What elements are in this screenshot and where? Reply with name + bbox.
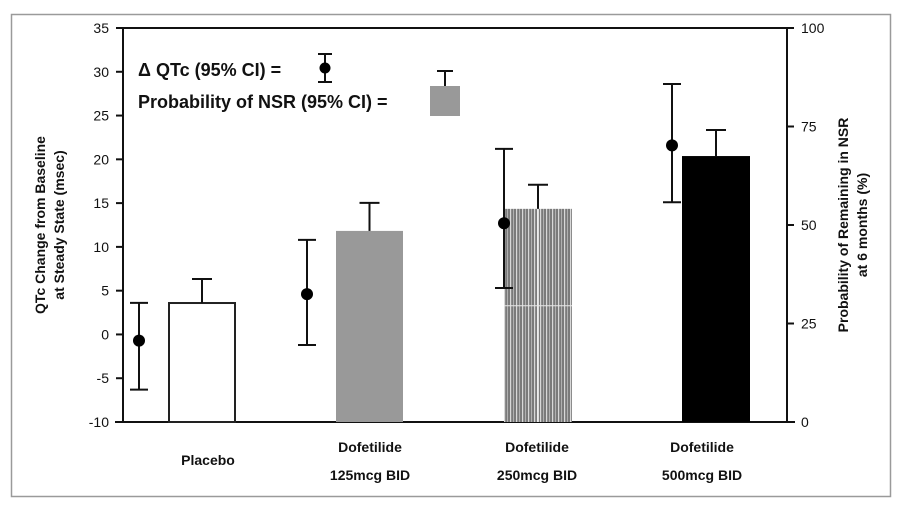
legend-nsr-label: Probability of NSR (95% CI) = xyxy=(138,92,388,112)
qtc-point xyxy=(498,217,510,230)
x-tick-label: 500mcg BID xyxy=(662,467,742,483)
y-tick-label-left: 25 xyxy=(93,108,109,124)
nsr-bar xyxy=(168,302,236,423)
nsr-bar xyxy=(336,230,403,422)
nsr-bar xyxy=(682,156,750,423)
x-tick-label: Dofetilide xyxy=(670,439,734,455)
x-tick-label: 250mcg BID xyxy=(497,467,577,483)
y-tick-label-left: 0 xyxy=(101,326,109,342)
qtc-point xyxy=(301,288,313,301)
y-tick-label-left: 35 xyxy=(93,20,109,36)
y-tick-label-left: 5 xyxy=(101,283,109,299)
qtc-point xyxy=(133,334,145,347)
x-tick-label: Dofetilide xyxy=(505,439,569,455)
y-axis-label-left: QTc Change from Baseline at Steady State … xyxy=(32,136,67,314)
y-tick-label-right: 50 xyxy=(801,217,817,233)
y-tick-label-right: 25 xyxy=(801,316,817,332)
qtc-point xyxy=(666,139,678,152)
legend-nsr-marker xyxy=(430,70,460,116)
y-axis-label-right: Probability of Remaining in NSR at 6 mont… xyxy=(835,118,870,333)
y-tick-label-left: 30 xyxy=(93,64,109,80)
y-tick-label-left: 10 xyxy=(93,239,109,255)
y-tick-label-left: -5 xyxy=(97,370,110,386)
legend: Δ QTc (95% CI) = Probability of NSR (95%… xyxy=(138,53,460,116)
y-tick-label-right: 100 xyxy=(801,20,825,36)
y-tick-label-left: -10 xyxy=(89,414,109,430)
legend-qtc-label: Δ QTc (95% CI) = xyxy=(138,60,281,80)
y-tick-label-right: 75 xyxy=(801,119,817,135)
x-tick-label: 125mcg BID xyxy=(330,467,410,483)
y-tick-label-left: 15 xyxy=(93,195,109,211)
x-tick-label: Dofetilide xyxy=(338,439,402,455)
y-tick-label-left: 20 xyxy=(93,151,109,167)
x-tick-label: Placebo xyxy=(181,452,235,468)
legend-qtc-marker xyxy=(318,53,332,83)
y-tick-label-right: 0 xyxy=(801,414,809,430)
